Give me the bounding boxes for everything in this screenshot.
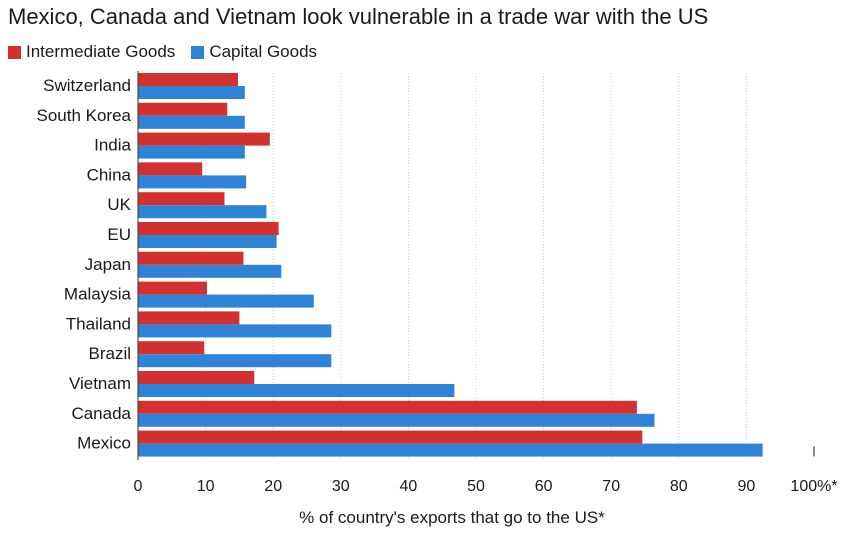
bar-intermediate-goods <box>138 281 207 295</box>
bar-intermediate-goods <box>138 400 637 414</box>
x-tick-label: 80 <box>670 478 688 495</box>
bar-intermediate-goods <box>138 132 270 146</box>
category-label: Canada <box>71 404 131 423</box>
category-label: Brazil <box>88 344 131 363</box>
legend-label-intermediate: Intermediate Goods <box>26 42 176 61</box>
bar-intermediate-goods <box>138 311 240 325</box>
bar-capital-goods <box>138 115 245 129</box>
bar-capital-goods <box>138 264 282 278</box>
x-tick-label: 70 <box>602 478 620 495</box>
x-tick-label: 90 <box>738 478 756 495</box>
bar-capital-goods <box>138 354 332 368</box>
bar-capital-goods <box>138 86 245 99</box>
x-tick-label: 10 <box>197 478 215 495</box>
bar-capital-goods <box>138 324 332 338</box>
category-label: South Korea <box>36 106 131 125</box>
x-tick-label: 0 <box>134 478 143 495</box>
category-label: UK <box>107 195 131 214</box>
category-label: EU <box>107 225 131 244</box>
bar-intermediate-goods <box>138 371 255 384</box>
legend-label-capital: Capital Goods <box>209 42 318 61</box>
x-tick-label: 50 <box>467 478 485 495</box>
category-label: India <box>94 136 131 155</box>
category-label: Mexico <box>77 434 131 453</box>
bar-capital-goods <box>138 384 455 397</box>
bar-intermediate-goods <box>138 102 228 116</box>
bar-capital-goods <box>138 175 247 189</box>
bar-capital-goods <box>138 205 267 219</box>
category-label: Thailand <box>66 314 131 333</box>
x-tick-label: 100%* <box>790 478 837 495</box>
bar-intermediate-goods <box>138 73 239 86</box>
category-label: Japan <box>85 255 131 274</box>
bar-capital-goods <box>138 235 277 248</box>
legend-item-capital: Capital Goods <box>191 42 317 62</box>
bar-intermediate-goods <box>138 222 279 235</box>
category-label: China <box>87 165 132 184</box>
bar-intermediate-goods <box>138 192 225 206</box>
category-label: Switzerland <box>43 76 131 95</box>
bar-capital-goods <box>138 145 245 159</box>
bar-capital-goods <box>138 413 655 427</box>
x-tick-label: 20 <box>264 478 282 495</box>
x-axis-label: % of country's exports that go to the US… <box>299 508 605 527</box>
legend-item-intermediate: Intermediate Goods <box>8 42 175 62</box>
category-label: Malaysia <box>64 285 132 304</box>
bar-intermediate-goods <box>138 162 203 176</box>
bar-capital-goods <box>138 443 763 457</box>
bar-intermediate-goods <box>138 341 205 355</box>
legend-swatch-intermediate <box>8 45 21 59</box>
legend: Intermediate Goods Capital Goods <box>8 42 333 62</box>
x-tick-label: 60 <box>535 478 553 495</box>
legend-swatch-capital <box>191 45 205 59</box>
category-label: Vietnam <box>69 374 131 393</box>
bar-capital-goods <box>138 294 314 308</box>
x-tick-label: 30 <box>332 478 350 495</box>
bar-intermediate-goods <box>138 430 643 444</box>
x-tick-label: 40 <box>400 478 418 495</box>
chart-title: Mexico, Canada and Vietnam look vulnerab… <box>8 4 709 29</box>
bar-intermediate-goods <box>138 251 244 265</box>
